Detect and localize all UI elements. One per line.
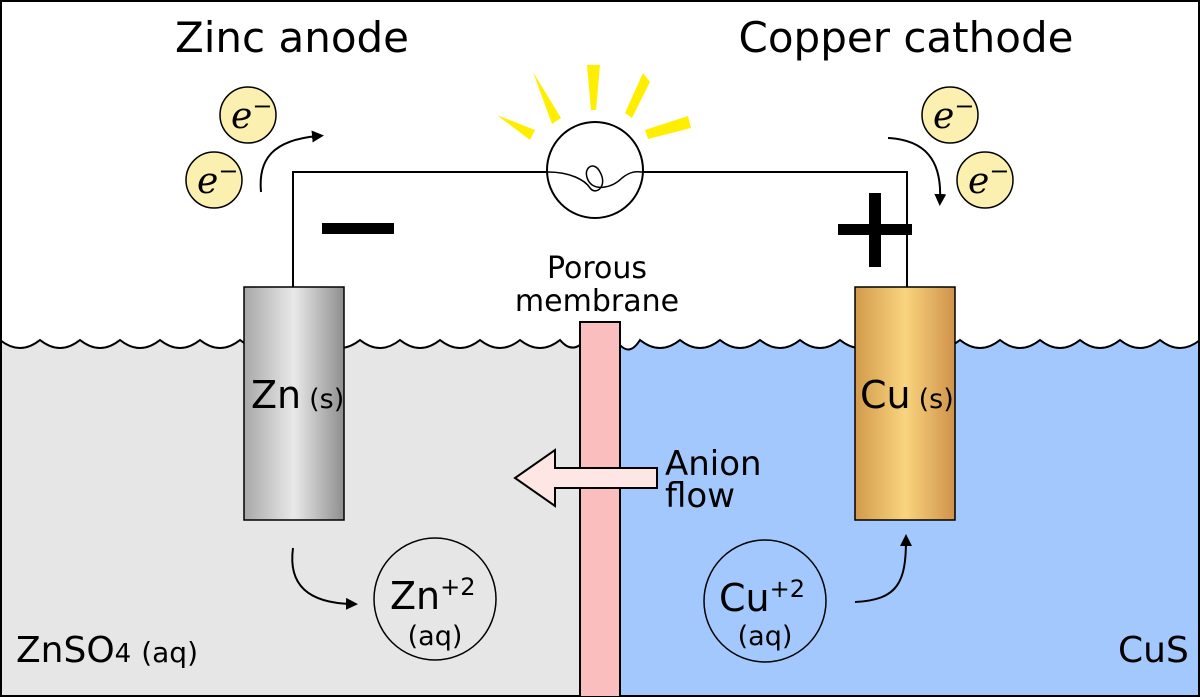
external-wire: [292, 171, 908, 287]
anode-title: Zinc anode: [175, 13, 409, 62]
zinc-electrode-label: Zn (s): [251, 373, 344, 417]
copper-ion: Cu+2 (aq): [703, 539, 827, 663]
svg-text:(aq): (aq): [738, 621, 793, 652]
copper-electrode: [854, 286, 956, 521]
svg-text:Cu+2: Cu+2: [719, 575, 805, 620]
curved-arrow-icon-copper-ion: [854, 534, 912, 603]
svg-text:(aq): (aq): [408, 621, 463, 652]
svg-text:e−: e−: [197, 157, 238, 202]
membrane-label-line2: membrane: [515, 284, 679, 319]
zinc-electrode: [243, 286, 345, 521]
porous-membrane: [579, 321, 621, 697]
anion-flow-arrow: [513, 448, 658, 508]
electron-badge-left-top: e−: [219, 86, 277, 144]
electron-badge-left-bottom: e−: [185, 151, 243, 209]
curved-arrow-icon-zinc-ion: [291, 547, 358, 610]
minus-sign: −: [358, 239, 360, 241]
plus-sign-icon: [838, 193, 912, 267]
svg-text:e−: e−: [968, 157, 1009, 202]
anion-label-line2: flow: [665, 476, 735, 516]
svg-text:e−: e−: [933, 92, 974, 137]
electron-badge-right-top: e−: [921, 86, 979, 144]
svg-text:e−: e−: [231, 92, 272, 137]
copper-electrode-label: Cu (s): [860, 373, 954, 417]
svg-text:Zn+2: Zn+2: [390, 573, 476, 618]
minus-sign-icon: [322, 223, 394, 234]
anion-label-line1: Anion: [665, 444, 762, 484]
cathode-title: Copper cathode: [739, 13, 1074, 62]
light-rays: [497, 65, 691, 140]
membrane-label-line1: Porous: [547, 251, 647, 286]
curved-arrow-icon-cathode-electrons: [887, 137, 947, 206]
left-solution-label: ZnSO4 (aq): [16, 630, 198, 671]
electron-badge-right-bottom: e−: [956, 151, 1014, 209]
zinc-ion: Zn+2 (aq): [373, 537, 497, 661]
right-solution-label: CuS: [1118, 630, 1189, 671]
curved-arrow-icon-anode-electrons: [259, 130, 324, 193]
light-bulb-icon: [546, 121, 644, 219]
